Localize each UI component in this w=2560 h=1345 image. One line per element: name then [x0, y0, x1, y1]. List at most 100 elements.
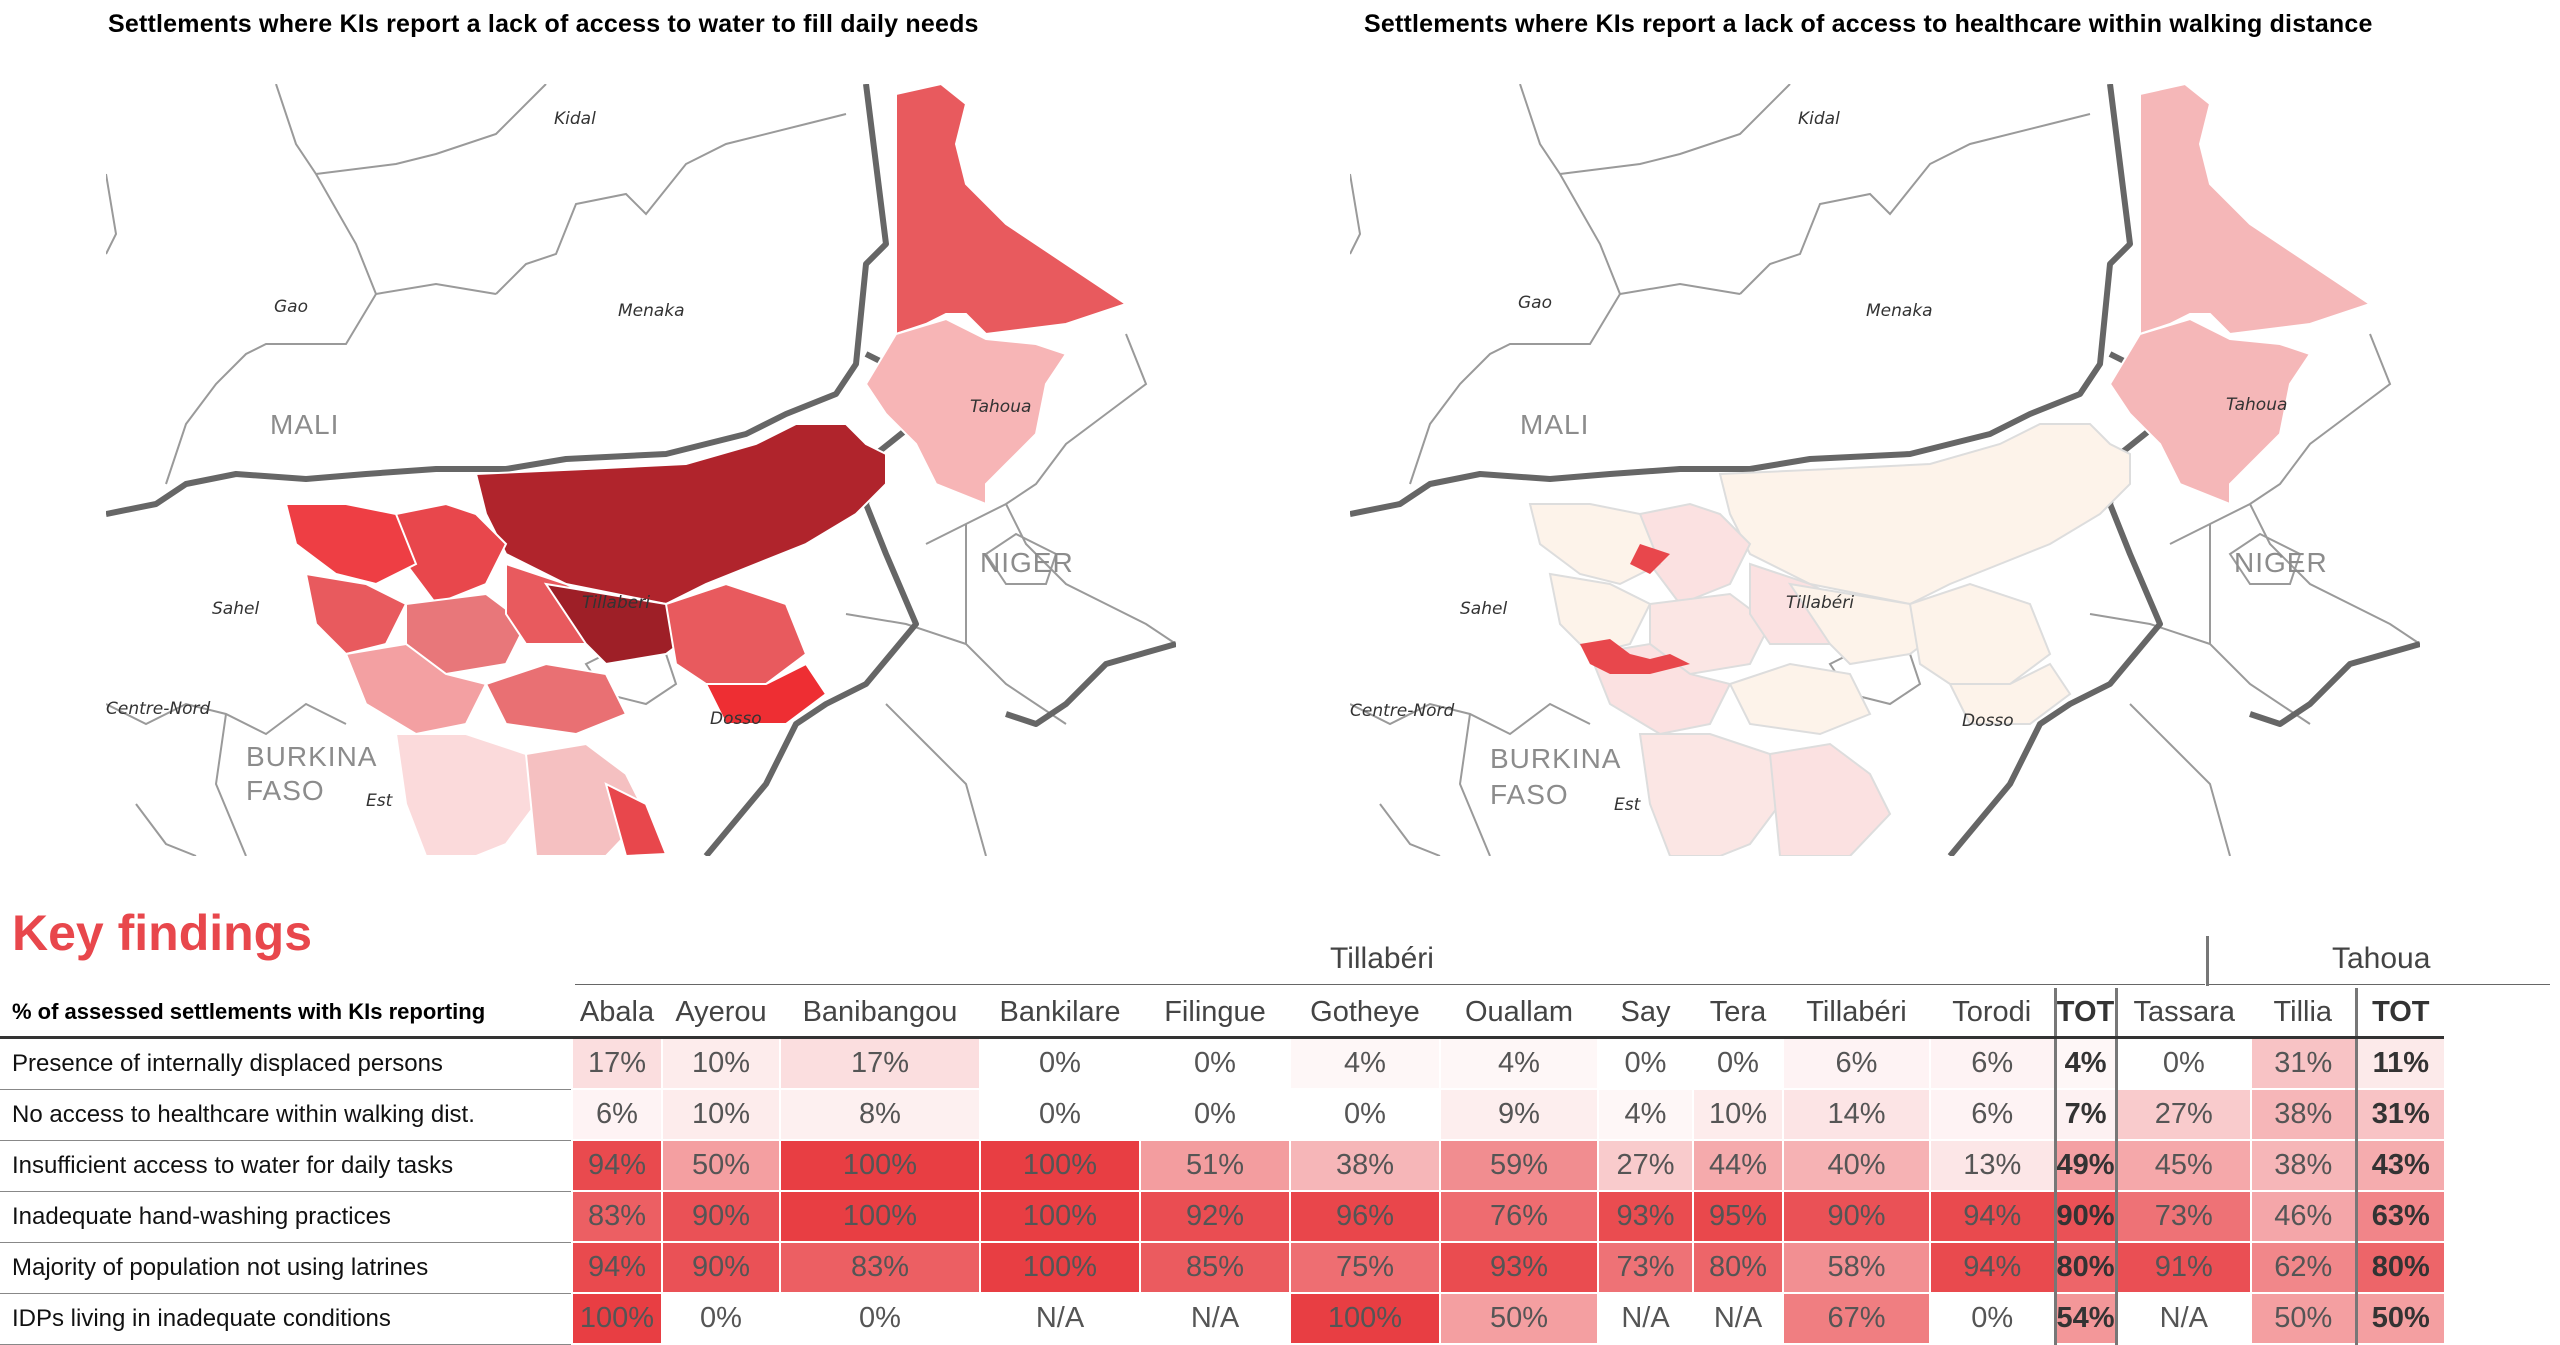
table-cell: 100%: [979, 1242, 1140, 1294]
table-cell: 9%: [1439, 1089, 1598, 1141]
table-cell: 83%: [779, 1242, 980, 1294]
table-body: Presence of internally displaced persons…: [0, 1037, 2445, 1345]
col-header: Bankilare: [980, 988, 1140, 1039]
table-cell: 13%: [1929, 1140, 2055, 1192]
table-cell: 58%: [1782, 1242, 1930, 1294]
table-cell: 93%: [1439, 1242, 1598, 1294]
col-header: Abala: [572, 988, 662, 1039]
table-cell: 76%: [1439, 1191, 1598, 1243]
map-title-healthcare: Settlements where KIs report a lack of a…: [1364, 10, 2373, 38]
label-tahoua: Tahoua: [970, 397, 1031, 417]
label-gao: Gao: [1518, 293, 1552, 313]
table-cell: 4%: [1597, 1089, 1693, 1141]
map-healthcare: Kidal Gao Menaka Tahoua MALI NIGER Sahel…: [1350, 84, 2420, 856]
table-cell: 10%: [1692, 1089, 1783, 1141]
table-cell: 80%: [1692, 1242, 1783, 1294]
label-sahel: Sahel: [212, 599, 259, 619]
table-cell: 0%: [1692, 1037, 1783, 1090]
table-cell: 95%: [1692, 1191, 1783, 1243]
table-cell: 67%: [1782, 1293, 1930, 1345]
table-cell: 6%: [1929, 1037, 2055, 1090]
table-cell: 0%: [1289, 1089, 1440, 1141]
table-cell: 100%: [779, 1191, 980, 1243]
table-cell: 90%: [661, 1191, 780, 1243]
label-centre-nord: Centre-Nord: [106, 699, 210, 719]
label-burkina: BURKINA: [1490, 743, 1621, 774]
table-cell: 54%: [2053, 1293, 2118, 1345]
table-cell: 80%: [2053, 1242, 2118, 1294]
table-cell: 73%: [2115, 1191, 2252, 1243]
col-header: Say: [1598, 988, 1693, 1039]
row-label: Inadequate hand-washing practices: [0, 1191, 572, 1243]
label-est: Est: [1614, 795, 1642, 815]
col-header: Tillabéri: [1783, 988, 1930, 1039]
table-cell: 38%: [2250, 1140, 2357, 1192]
table-cell: N/A: [2115, 1293, 2252, 1345]
table-cell: 100%: [571, 1293, 662, 1345]
table-cell: 90%: [1782, 1191, 1930, 1243]
table-cell: 100%: [979, 1191, 1140, 1243]
table-cell: 100%: [979, 1140, 1140, 1192]
table-cell: 4%: [1289, 1037, 1440, 1090]
table-cell: 50%: [2250, 1293, 2357, 1345]
table-header-row: % of assessed settlements with KIs repor…: [0, 988, 2445, 1039]
key-findings-table: % of assessed settlements with KIs repor…: [0, 988, 2445, 1345]
label-est: Est: [366, 791, 394, 811]
row-label: IDPs living in inadequate conditions: [0, 1293, 572, 1345]
table-cell: 4%: [2053, 1037, 2118, 1090]
label-niger: NIGER: [980, 547, 1074, 578]
table-cell: N/A: [1597, 1293, 1693, 1345]
label-kidal: Kidal: [1798, 109, 1840, 129]
table-cell: 0%: [1929, 1293, 2055, 1345]
table-cell: 92%: [1139, 1191, 1290, 1243]
col-header-tot: TOT: [2053, 988, 2118, 1039]
table-cell: 62%: [2250, 1242, 2357, 1294]
map-healthcare-svg: Kidal Gao Menaka Tahoua MALI NIGER Sahel…: [1350, 84, 2420, 856]
table-cell: 0%: [979, 1089, 1140, 1141]
table-cell: 0%: [1597, 1037, 1693, 1090]
region-divider-tahoua: [2208, 984, 2550, 985]
table-cell: 46%: [2250, 1191, 2357, 1243]
label-tillaberi: Tillabéri: [1786, 593, 1854, 613]
table-cell: 4%: [1439, 1037, 1598, 1090]
label-tahoua: Tahoua: [2226, 395, 2287, 415]
table-cell: 38%: [1289, 1140, 1440, 1192]
table-cell: 100%: [779, 1140, 980, 1192]
table-cell: 17%: [571, 1037, 662, 1090]
region-separator: [2206, 936, 2209, 986]
table-row: Presence of internally displaced persons…: [0, 1037, 2445, 1090]
table-cell: 11%: [2354, 1037, 2445, 1090]
table-row: Insufficient access to water for daily t…: [0, 1140, 2445, 1192]
table-cell: 6%: [1929, 1089, 2055, 1141]
table-cell: 0%: [979, 1037, 1140, 1090]
row-label: Presence of internally displaced persons: [0, 1037, 572, 1090]
label-mali: MALI: [270, 409, 339, 440]
region-divider-tillaberi: [575, 984, 2205, 985]
row-header: % of assessed settlements with KIs repor…: [0, 988, 572, 1039]
table-cell: 94%: [571, 1140, 662, 1192]
label-menaka: Menaka: [618, 301, 685, 321]
label-sahel: Sahel: [1460, 599, 1507, 619]
col-header: Tillia: [2251, 988, 2357, 1039]
table-cell: 96%: [1289, 1191, 1440, 1243]
label-faso: FASO: [246, 775, 325, 806]
table-cell: 17%: [779, 1037, 980, 1090]
region-label-tillaberi: Tillabéri: [1330, 942, 1434, 975]
col-header: Tera: [1693, 988, 1783, 1039]
table-cell: 6%: [1782, 1037, 1930, 1090]
table-cell: 75%: [1289, 1242, 1440, 1294]
table-cell: 40%: [1782, 1140, 1930, 1192]
table-cell: N/A: [979, 1293, 1140, 1345]
col-header: Gotheye: [1290, 988, 1440, 1039]
label-niger: NIGER: [2234, 547, 2328, 578]
label-tillaberi: Tillaberi: [582, 593, 650, 613]
col-header: Banibangou: [780, 988, 980, 1039]
table-cell: 31%: [2250, 1037, 2357, 1090]
table-cell: 80%: [2354, 1242, 2445, 1294]
region-label-tahoua: Tahoua: [2332, 942, 2431, 975]
label-menaka: Menaka: [1866, 301, 1933, 321]
table-cell: 51%: [1139, 1140, 1290, 1192]
table-cell: 90%: [2053, 1191, 2118, 1243]
col-header: Filingue: [1140, 988, 1290, 1039]
table-row: No access to healthcare within walking d…: [0, 1089, 2445, 1141]
